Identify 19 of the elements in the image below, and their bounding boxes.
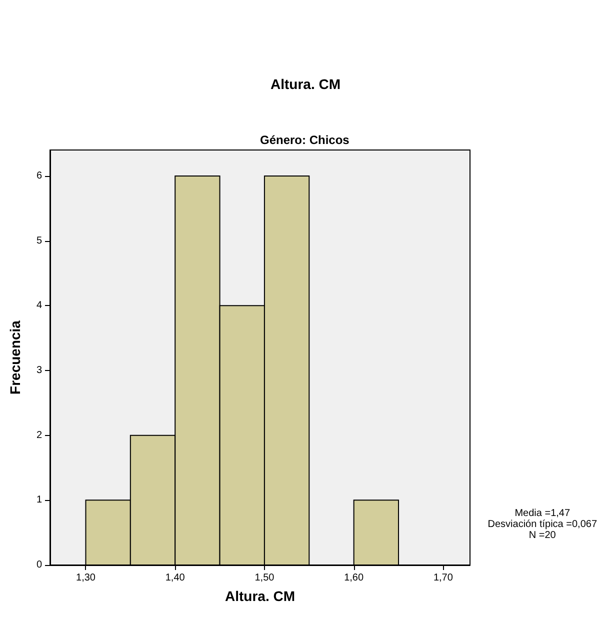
y-tick-label: 4 — [36, 300, 42, 312]
y-tick-label: 5 — [36, 235, 42, 246]
x-axis-title: Altura. CM — [225, 588, 295, 604]
text: N =20 — [528, 530, 556, 541]
x-tick-label: 1,40 — [165, 572, 186, 584]
y-tick-label: 0 — [36, 560, 42, 570]
y-tick-label: 1 — [36, 494, 42, 506]
chart-subtitle: Género: Chicos — [260, 133, 350, 147]
text: Desviación típica =0,067 — [488, 519, 598, 530]
y-tick-label: 3 — [36, 364, 42, 376]
x-tick-label: 1,70 — [433, 572, 454, 584]
text: Media =1,47 — [514, 508, 570, 519]
x-tick-label: 1,50 — [254, 572, 275, 584]
x-tick-label: 1,60 — [344, 572, 364, 584]
y-axis-title: Frecuencia — [7, 320, 23, 394]
y-tick-label: 6 — [36, 170, 42, 182]
y-tick-label: 2 — [36, 430, 42, 441]
x-tick-label: 1,30 — [76, 572, 96, 584]
chart-title: Altura. CM — [270, 76, 340, 92]
